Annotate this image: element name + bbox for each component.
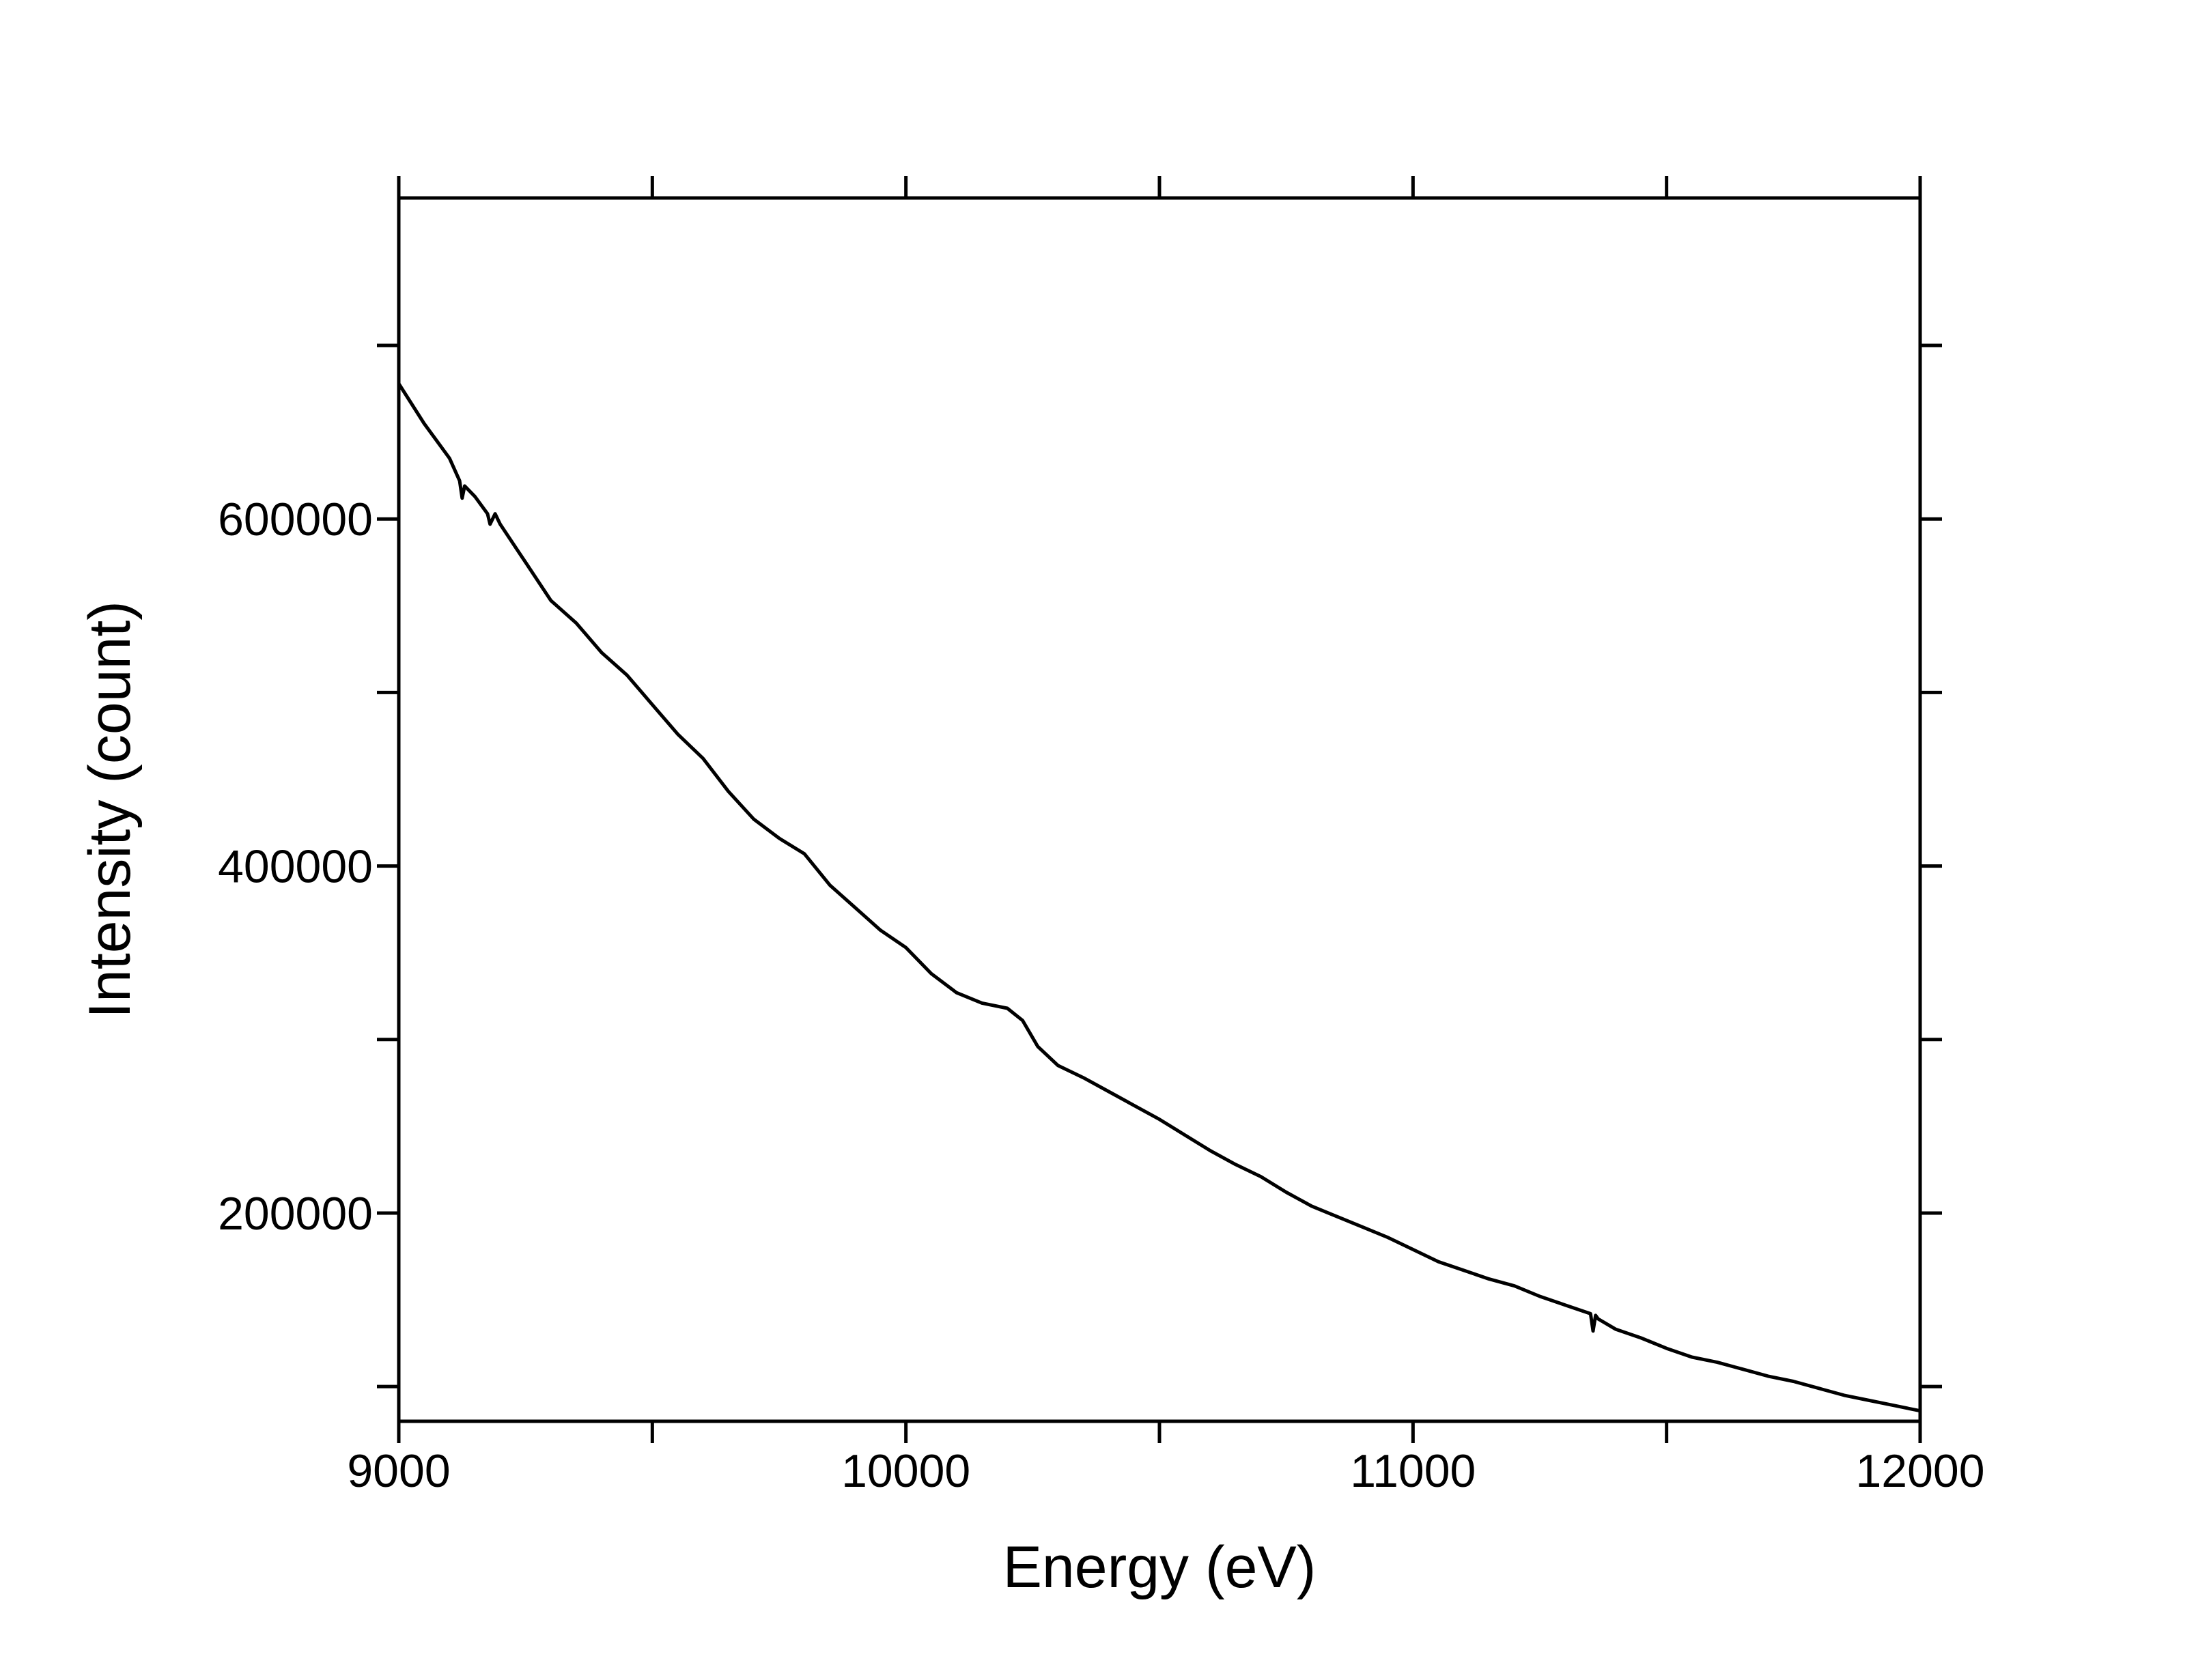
y-tick-labels: 200000 400000 600000 [218, 494, 373, 1240]
plot-frame [397, 196, 1922, 1423]
y-tick-label: 600000 [218, 494, 373, 545]
data-series-line [397, 382, 1922, 1413]
y-tick-label: 200000 [218, 1188, 373, 1240]
y-tick-label: 400000 [218, 841, 373, 893]
axis-ticks [377, 176, 1942, 1443]
y-axis-title: Intensity (count) [77, 601, 143, 1019]
x-tick-label: 9000 [347, 1445, 450, 1497]
x-tick-label: 11000 [1350, 1445, 1476, 1497]
x-axis-title: Energy (eV) [1003, 1535, 1317, 1600]
x-tick-labels: 9000 10000 11000 12000 [347, 1445, 1984, 1497]
x-tick-label: 10000 [841, 1445, 970, 1497]
x-tick-label: 12000 [1855, 1445, 1984, 1497]
